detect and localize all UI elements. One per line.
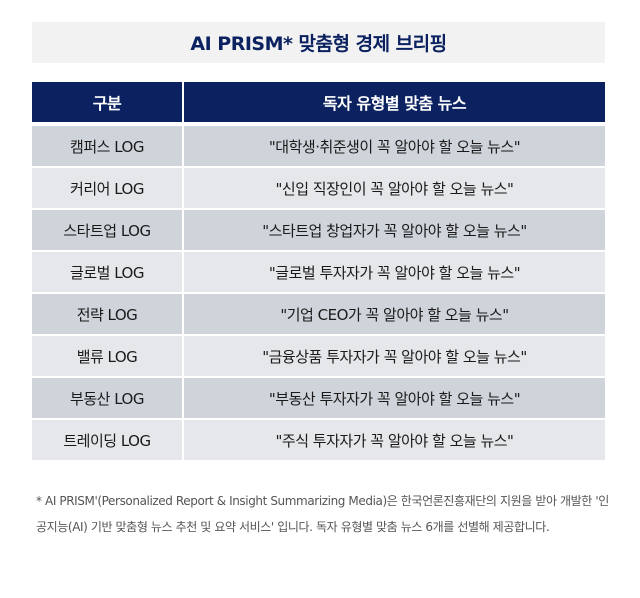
row-news: "스타트업 창업자가 꼭 알아야 할 오늘 뉴스" bbox=[184, 208, 605, 250]
row-news: "기업 CEO가 꼭 알아야 할 오늘 뉴스" bbox=[184, 292, 605, 334]
row-category: 커리어 LOG bbox=[32, 166, 184, 208]
row-news: "글로벌 투자자가 꼭 알아야 할 오늘 뉴스" bbox=[184, 250, 605, 292]
table-row: 스타트업 LOG "스타트업 창업자가 꼭 알아야 할 오늘 뉴스" bbox=[32, 208, 605, 250]
row-news: "대학생·취준생이 꼭 알아야 할 오늘 뉴스" bbox=[184, 122, 605, 166]
table-row: 캠퍼스 LOG "대학생·취준생이 꼭 알아야 할 오늘 뉴스" bbox=[32, 122, 605, 166]
row-news: "금융상품 투자자가 꼭 알아야 할 오늘 뉴스" bbox=[184, 334, 605, 376]
table-row: 전략 LOG "기업 CEO가 꼭 알아야 할 오늘 뉴스" bbox=[32, 292, 605, 334]
news-table: 구분 독자 유형별 맞춤 뉴스 캠퍼스 LOG "대학생·취준생이 꼭 알아야 할… bbox=[32, 82, 605, 460]
row-category: 부동산 LOG bbox=[32, 376, 184, 418]
row-category: 밸류 LOG bbox=[32, 334, 184, 376]
table-row: 트레이딩 LOG "주식 투자자가 꼭 알아야 할 오늘 뉴스" bbox=[32, 418, 605, 460]
row-category: 캠퍼스 LOG bbox=[32, 122, 184, 166]
footnote: * AI PRISM'(Personalized Report & Insigh… bbox=[36, 494, 609, 534]
page-title: AI PRISM* 맞춤형 경제 브리핑 bbox=[190, 33, 447, 55]
table-row: 밸류 LOG "금융상품 투자자가 꼭 알아야 할 오늘 뉴스" bbox=[32, 334, 605, 376]
row-news: "신입 직장인이 꼭 알아야 할 오늘 뉴스" bbox=[184, 166, 605, 208]
row-news: "부동산 투자자가 꼭 알아야 할 오늘 뉴스" bbox=[184, 376, 605, 418]
header-news: 독자 유형별 맞춤 뉴스 bbox=[184, 82, 605, 122]
table-header-row: 구분 독자 유형별 맞춤 뉴스 bbox=[32, 82, 605, 122]
row-category: 스타트업 LOG bbox=[32, 208, 184, 250]
row-category: 트레이딩 LOG bbox=[32, 418, 184, 460]
header-category: 구분 bbox=[32, 82, 184, 122]
title-bar: AI PRISM* 맞춤형 경제 브리핑 bbox=[32, 22, 605, 63]
row-category: 전략 LOG bbox=[32, 292, 184, 334]
table-row: 커리어 LOG "신입 직장인이 꼭 알아야 할 오늘 뉴스" bbox=[32, 166, 605, 208]
table-row: 부동산 LOG "부동산 투자자가 꼭 알아야 할 오늘 뉴스" bbox=[32, 376, 605, 418]
row-category: 글로벌 LOG bbox=[32, 250, 184, 292]
table-row: 글로벌 LOG "글로벌 투자자가 꼭 알아야 할 오늘 뉴스" bbox=[32, 250, 605, 292]
row-news: "주식 투자자가 꼭 알아야 할 오늘 뉴스" bbox=[184, 418, 605, 460]
